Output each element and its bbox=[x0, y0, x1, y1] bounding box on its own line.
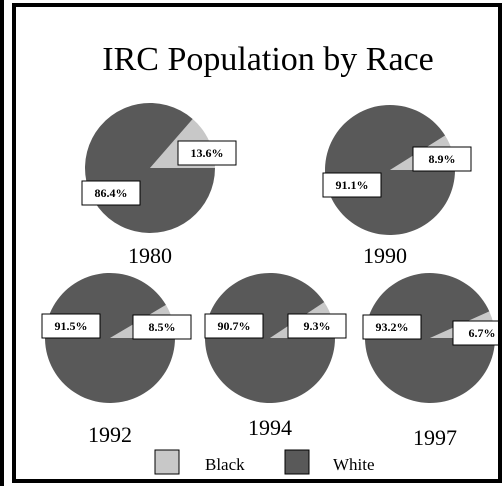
pie-slice bbox=[364, 273, 495, 403]
value-label: 9.3% bbox=[304, 319, 331, 333]
legend: Black White bbox=[154, 449, 375, 475]
left-bar bbox=[0, 0, 4, 486]
pie-title: 1994 bbox=[248, 415, 292, 440]
legend-swatch bbox=[284, 449, 310, 475]
legend-swatch bbox=[154, 449, 180, 475]
legend-label: White bbox=[333, 455, 375, 474]
pie-title: 1990 bbox=[363, 243, 407, 268]
label-box bbox=[204, 313, 264, 339]
value-label: 6.7% bbox=[469, 326, 496, 340]
label-box bbox=[322, 172, 382, 198]
value-label: 13.6% bbox=[191, 146, 224, 160]
pie-slice bbox=[325, 105, 455, 236]
label-box bbox=[452, 320, 498, 346]
value-label: 8.5% bbox=[149, 320, 176, 334]
value-label: 91.1% bbox=[336, 178, 369, 192]
label-box bbox=[177, 140, 237, 166]
label-box bbox=[362, 314, 422, 340]
label-box bbox=[132, 314, 192, 340]
pie-slice bbox=[45, 273, 176, 404]
legend-label: Black bbox=[205, 455, 245, 474]
value-label: 8.9% bbox=[429, 152, 456, 166]
value-label: 86.4% bbox=[95, 186, 128, 200]
label-box bbox=[81, 180, 141, 206]
pie-title: 1997 bbox=[413, 425, 457, 450]
value-label: 93.2% bbox=[376, 320, 409, 334]
pies: 13.6% 86.4% 1980 8.9% 91.1% 1990 8.5% 91.5% 1992… bbox=[41, 103, 498, 450]
pie-title: 1980 bbox=[128, 243, 172, 268]
frame bbox=[12, 3, 502, 483]
chart-title: IRC Population by Race bbox=[102, 41, 433, 78]
label-box bbox=[41, 313, 101, 339]
pie-slice bbox=[205, 273, 335, 404]
pie-title: 1992 bbox=[88, 422, 132, 447]
label-box bbox=[287, 313, 347, 339]
value-label: 90.7% bbox=[218, 319, 251, 333]
value-label: 91.5% bbox=[55, 319, 88, 333]
label-box bbox=[412, 146, 472, 172]
